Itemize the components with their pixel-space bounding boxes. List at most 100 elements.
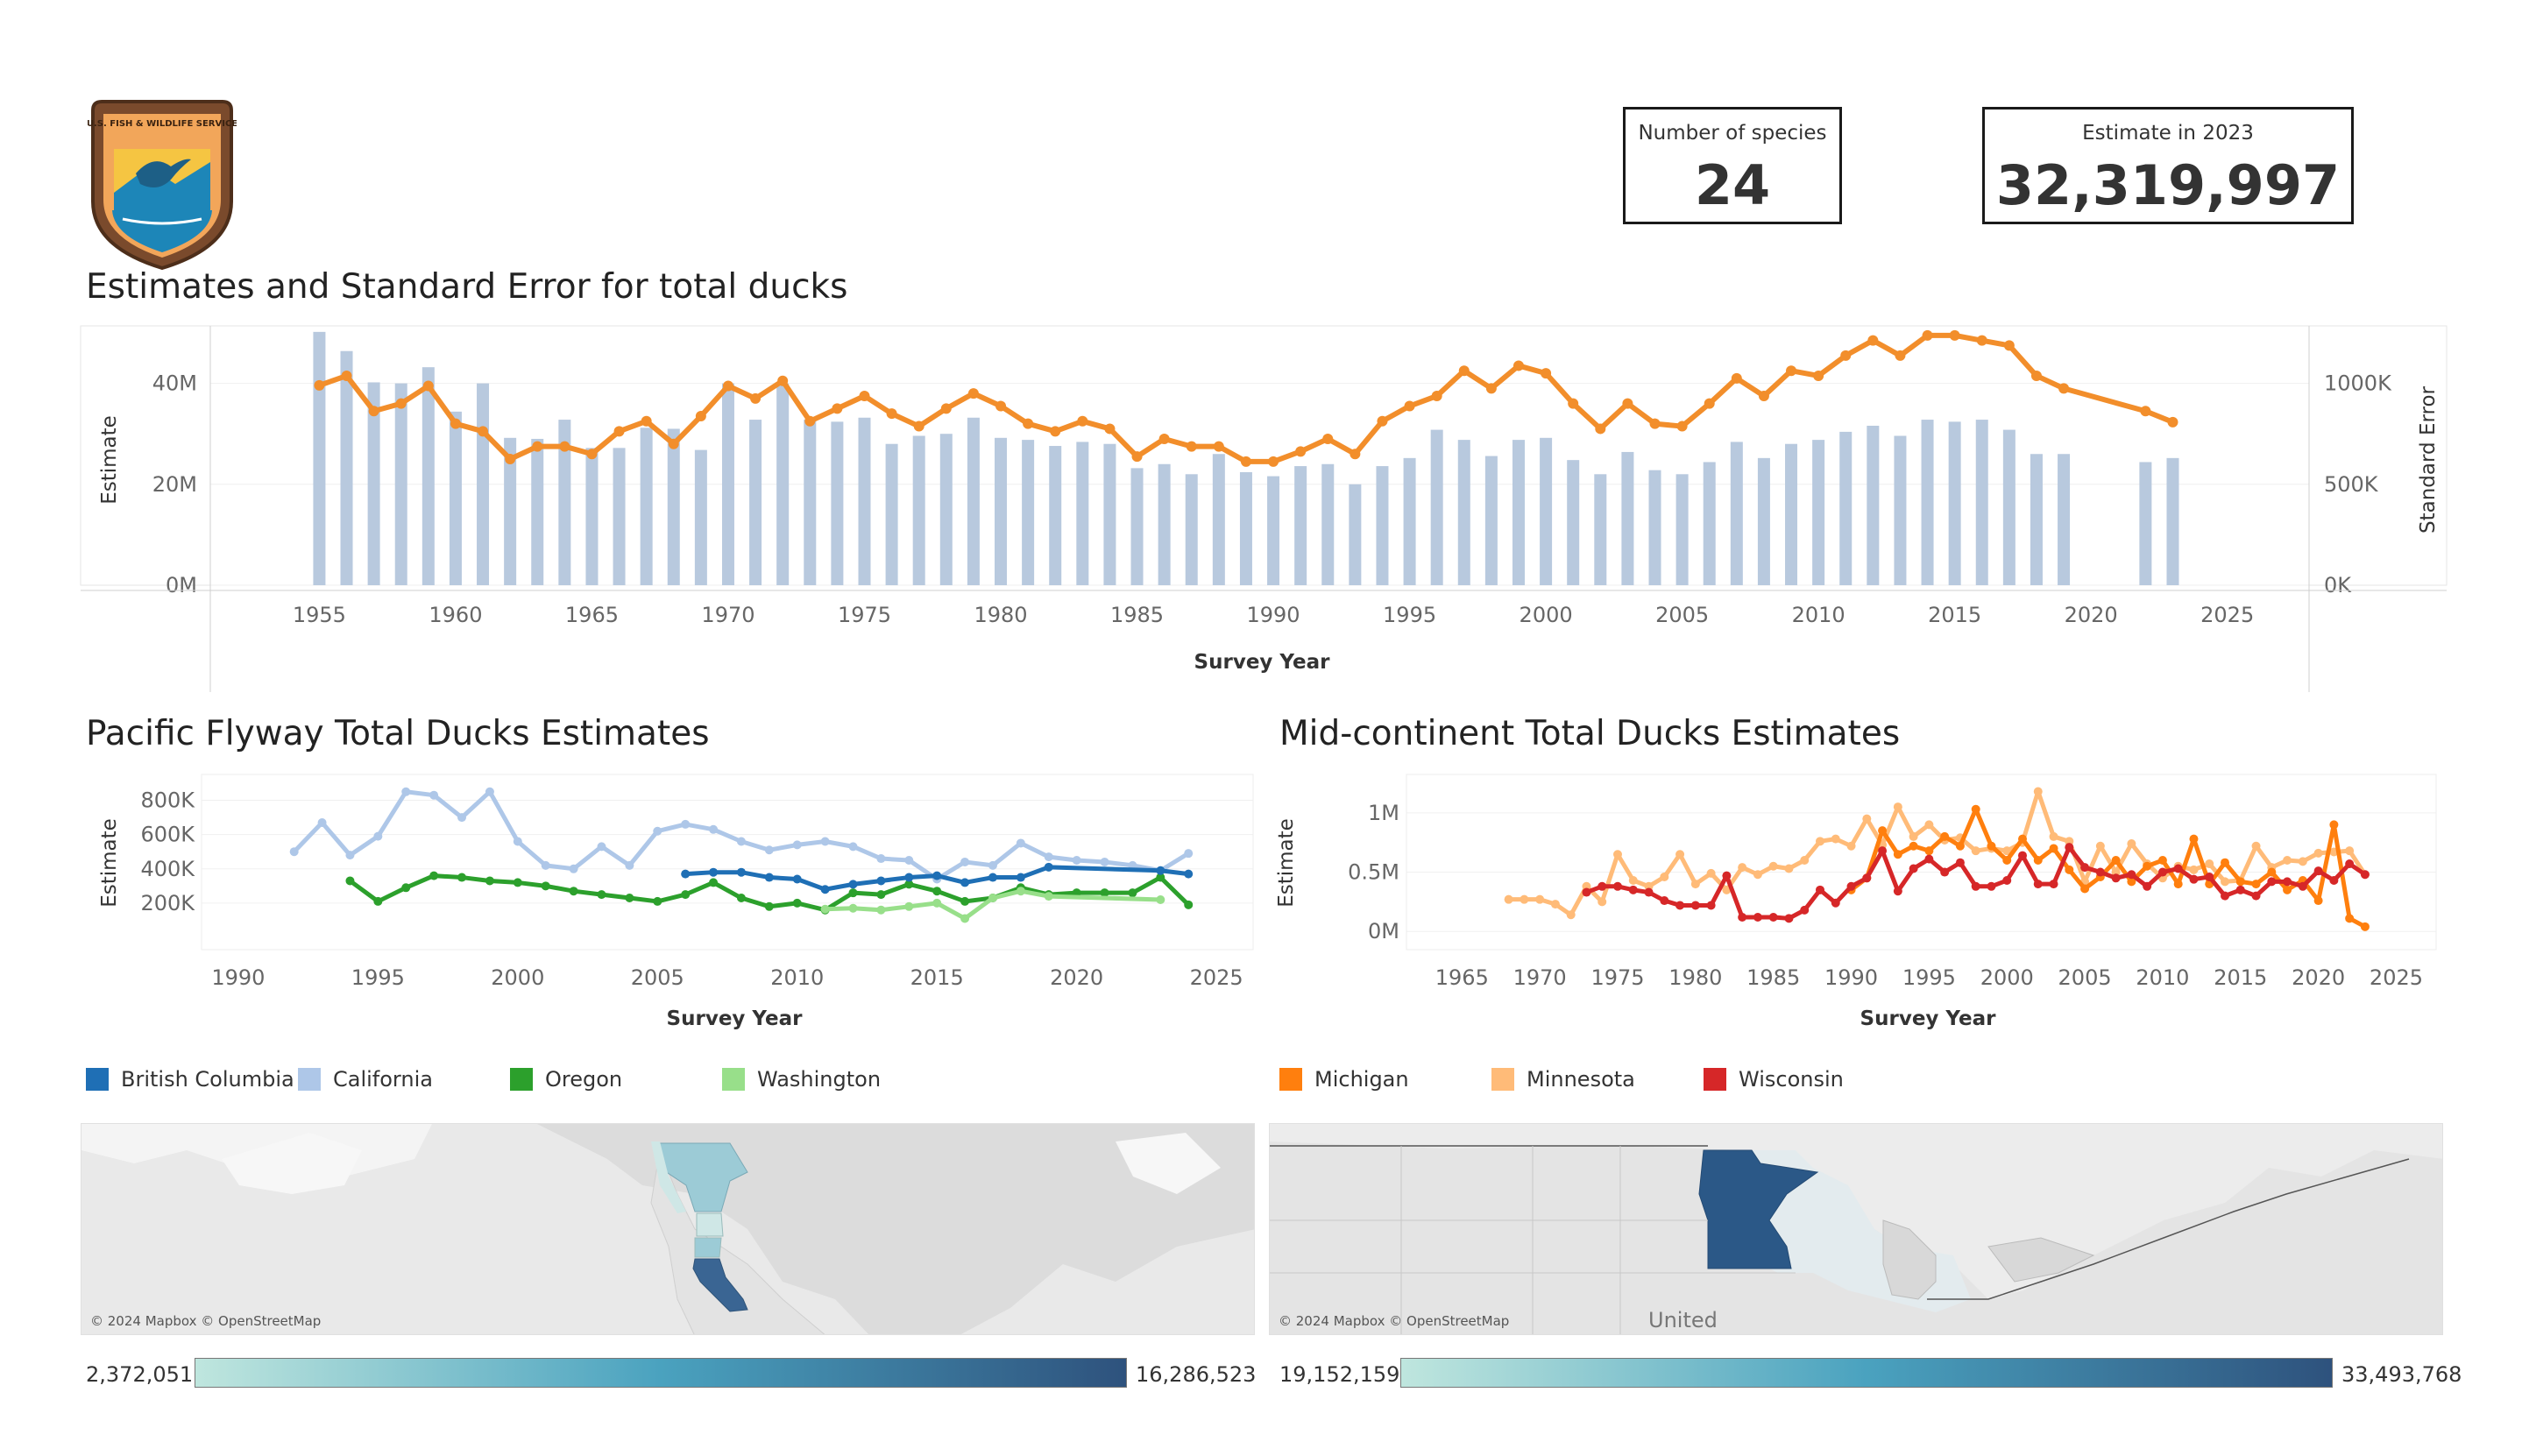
se-bar[interactable] — [1894, 435, 1907, 585]
pacific-series-point[interactable] — [960, 896, 970, 906]
midcontinent-series-point[interactable] — [2251, 891, 2261, 901]
estimate-point[interactable] — [967, 388, 979, 399]
midcontinent-series-point[interactable] — [1706, 901, 1716, 910]
midcontinent-series-point[interactable] — [1924, 820, 1934, 830]
pacific-series-point[interactable] — [848, 880, 858, 889]
midcontinent-series-point[interactable] — [1940, 831, 1950, 841]
midcontinent-series-point[interactable] — [2313, 848, 2323, 858]
midcontinent-series-point[interactable] — [2018, 834, 2027, 844]
midcontinent-series-point[interactable] — [2157, 867, 2167, 877]
pacific-series-point[interactable] — [681, 819, 691, 829]
pacific-series-point[interactable] — [820, 885, 830, 894]
estimate-point[interactable] — [2058, 383, 2070, 394]
estimate-point[interactable] — [722, 380, 733, 392]
pacific-series-point[interactable] — [960, 914, 970, 923]
pacific-series-point[interactable] — [373, 831, 383, 841]
midcontinent-series-point[interactable] — [2065, 865, 2074, 874]
midcontinent-series-point[interactable] — [2329, 820, 2339, 830]
midcontinent-series-point[interactable] — [2235, 885, 2245, 894]
pacific-series-point[interactable] — [597, 890, 606, 900]
midcontinent-series-point[interactable] — [1971, 846, 1980, 856]
midcontinent-series-point[interactable] — [2329, 876, 2339, 886]
midcontinent-series-point[interactable] — [1831, 834, 1840, 844]
midcontinent-series-point[interactable] — [2235, 877, 2245, 887]
se-bar[interactable] — [1403, 457, 1416, 585]
se-bar[interactable] — [1675, 474, 1689, 585]
midcontinent-series-point[interactable] — [1924, 854, 1934, 864]
estimate-point[interactable] — [1077, 415, 1088, 427]
estimate-point[interactable] — [395, 398, 407, 409]
midcontinent-series-point[interactable] — [2049, 844, 2058, 853]
estimate-point[interactable] — [1050, 426, 1061, 437]
midcontinent-series-point[interactable] — [2360, 870, 2370, 880]
estimate-point[interactable] — [1322, 433, 1334, 444]
estimate-point[interactable] — [1512, 360, 1524, 371]
pacific-series-point[interactable] — [1100, 857, 1109, 866]
se-bar[interactable] — [640, 428, 653, 585]
pacific-series-point[interactable] — [1184, 900, 1194, 909]
pacific-series-point[interactable] — [1156, 894, 1165, 904]
midcontinent-series-point[interactable] — [2065, 843, 2074, 852]
midcontinent-series-point[interactable] — [2095, 841, 2105, 851]
estimate-point[interactable] — [314, 379, 325, 391]
estimate-point[interactable] — [1240, 456, 1251, 467]
estimate-point[interactable] — [1541, 368, 1552, 379]
midcontinent-series-point[interactable] — [2345, 846, 2355, 856]
estimate-point[interactable] — [804, 415, 816, 427]
pacific-series-point[interactable] — [429, 871, 439, 880]
se-bar[interactable] — [2058, 454, 2071, 585]
midcontinent-series-point[interactable] — [1660, 872, 1669, 881]
midcontinent-series-point[interactable] — [2173, 880, 2183, 889]
pacific-series-point[interactable] — [513, 878, 522, 887]
midcontinent-series-point[interactable] — [1909, 831, 1918, 841]
midcontinent-series-point[interactable] — [2283, 885, 2292, 894]
midcontinent-series-point[interactable] — [1987, 881, 1996, 891]
midcontinent-legend-item[interactable]: Wisconsin — [1704, 1067, 1844, 1092]
estimate-point[interactable] — [1485, 383, 1497, 394]
midcontinent-series-point[interactable] — [1675, 850, 1685, 859]
midcontinent-series-point[interactable] — [2049, 880, 2058, 889]
pacific-series-point[interactable] — [317, 817, 327, 827]
se-bar[interactable] — [804, 420, 817, 585]
se-bar[interactable] — [1594, 474, 1607, 585]
se-bar[interactable] — [1839, 431, 1853, 585]
midcontinent-series-point[interactable] — [1675, 901, 1685, 910]
se-bar[interactable] — [694, 449, 707, 585]
midcontinent-series-point[interactable] — [2127, 877, 2136, 887]
estimate-point[interactable] — [1867, 335, 1879, 346]
pacific-series-point[interactable] — [876, 890, 886, 900]
midcontinent-series-point[interactable] — [2313, 866, 2323, 876]
midcontinent-series-point[interactable] — [1816, 885, 1824, 894]
midcontinent-series-point[interactable] — [1690, 901, 1700, 910]
midcontinent-series-point[interactable] — [2111, 873, 2121, 883]
se-bar[interactable] — [585, 448, 599, 585]
se-bar[interactable] — [1158, 463, 1171, 585]
pacific-series-point[interactable] — [709, 878, 719, 887]
midcontinent-series-point[interactable] — [1706, 868, 1716, 878]
midcontinent-series-point[interactable] — [2189, 874, 2199, 884]
midcontinent-series-point[interactable] — [2267, 867, 2277, 877]
pacific-series-point[interactable] — [457, 873, 467, 882]
pacific-series-point[interactable] — [1156, 873, 1165, 882]
se-bar[interactable] — [1648, 470, 1661, 585]
pacific-series-point[interactable] — [848, 842, 858, 852]
estimate-point[interactable] — [913, 421, 924, 432]
midcontinent-series-point[interactable] — [1846, 881, 1856, 891]
pacific-series-point[interactable] — [429, 790, 439, 800]
midcontinent-series-point[interactable] — [1628, 876, 1638, 886]
estimate-point[interactable] — [1377, 415, 1388, 427]
midcontinent-series-point[interactable] — [1955, 858, 1965, 867]
pacific-series-point[interactable] — [792, 874, 802, 884]
se-bar[interactable] — [2139, 462, 2152, 585]
se-bar[interactable] — [1975, 420, 1988, 585]
pacific-series-point[interactable] — [1016, 838, 1025, 848]
midcontinent-series-point[interactable] — [2313, 896, 2323, 906]
se-bar[interactable] — [776, 383, 790, 585]
pacific-series-point[interactable] — [764, 901, 774, 911]
midcontinent-legend-item[interactable]: Minnesota — [1491, 1067, 1635, 1092]
estimate-point[interactable] — [2167, 416, 2178, 428]
midcontinent-series-point[interactable] — [1816, 837, 1824, 846]
midcontinent-series-point[interactable] — [2221, 858, 2229, 867]
midcontinent-series-point[interactable] — [2033, 787, 2043, 796]
estimate-point[interactable] — [1186, 441, 1197, 452]
